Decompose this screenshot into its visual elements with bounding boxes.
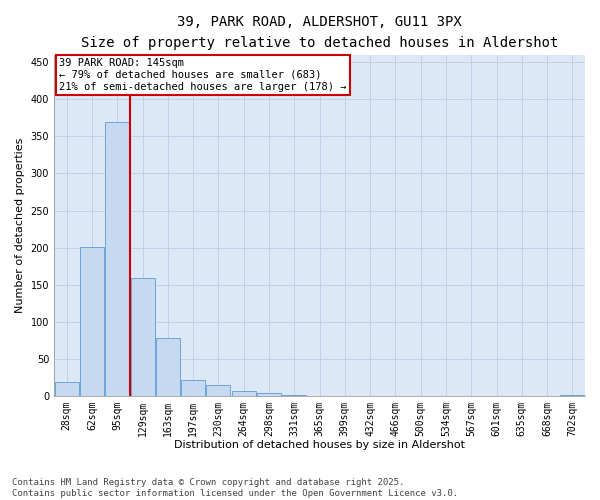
Y-axis label: Number of detached properties: Number of detached properties <box>15 138 25 313</box>
Bar <box>105 122 129 396</box>
Bar <box>55 382 79 396</box>
Text: Contains HM Land Registry data © Crown copyright and database right 2025.
Contai: Contains HM Land Registry data © Crown c… <box>12 478 458 498</box>
X-axis label: Distribution of detached houses by size in Aldershot: Distribution of detached houses by size … <box>174 440 465 450</box>
Bar <box>560 395 584 396</box>
Title: 39, PARK ROAD, ALDERSHOT, GU11 3PX
Size of property relative to detached houses : 39, PARK ROAD, ALDERSHOT, GU11 3PX Size … <box>81 15 558 50</box>
Bar <box>232 392 256 396</box>
Bar <box>80 247 104 396</box>
Bar <box>131 278 155 396</box>
Bar <box>181 380 205 396</box>
Bar <box>206 386 230 396</box>
Bar <box>282 395 306 396</box>
Text: 39 PARK ROAD: 145sqm
← 79% of detached houses are smaller (683)
21% of semi-deta: 39 PARK ROAD: 145sqm ← 79% of detached h… <box>59 58 347 92</box>
Bar <box>156 338 180 396</box>
Bar <box>257 393 281 396</box>
